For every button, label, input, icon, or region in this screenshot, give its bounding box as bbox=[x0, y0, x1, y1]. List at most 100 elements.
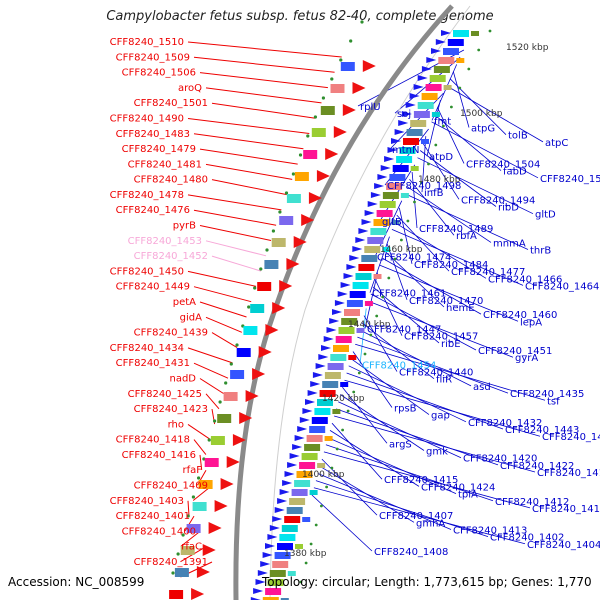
right-gene-label: gmhA bbox=[416, 518, 445, 529]
gene-block bbox=[340, 62, 355, 71]
leader-line bbox=[193, 209, 277, 226]
right-gene-label: ribE bbox=[441, 339, 461, 350]
gene-arrow bbox=[352, 246, 363, 252]
gene-block bbox=[284, 516, 301, 523]
tick-dot bbox=[313, 115, 317, 119]
leader-line bbox=[364, 272, 378, 329]
gene-arrow bbox=[421, 66, 432, 72]
tick-dot bbox=[191, 495, 195, 499]
gene-block bbox=[421, 93, 438, 100]
leader-line bbox=[199, 378, 224, 394]
gene-block bbox=[349, 291, 366, 298]
gene-arrow-red bbox=[245, 390, 259, 402]
accession-text: Accession: NC_008599 bbox=[8, 575, 145, 589]
gene-arrow-red bbox=[220, 478, 234, 490]
left-gene-label: CFF8240_1480 bbox=[134, 175, 208, 186]
right-gene-label: CFF8240_1498 bbox=[387, 181, 461, 192]
kbp-label: 1520 kbp bbox=[506, 43, 549, 53]
tick-dot bbox=[306, 134, 310, 138]
leader-line bbox=[409, 178, 455, 236]
leader-line bbox=[391, 229, 524, 286]
right-gene-label: CFF8240_1474 bbox=[377, 253, 451, 264]
right-gene-label: CFF8240_1420 bbox=[463, 454, 537, 465]
leader-line bbox=[331, 422, 383, 480]
tick-dot bbox=[381, 295, 385, 299]
gene-block bbox=[429, 75, 446, 82]
gene-block bbox=[433, 66, 450, 73]
leader-line bbox=[205, 87, 322, 104]
gene-block bbox=[281, 525, 298, 532]
gene-block bbox=[317, 399, 333, 406]
gene-arrow-red bbox=[316, 170, 330, 182]
gene-block bbox=[406, 129, 423, 136]
genome-title: Campylobacter fetus subsp. fetus 82-40, … bbox=[106, 9, 494, 24]
tick-dot bbox=[259, 267, 263, 271]
right-gene-label: CFF8240_1504 bbox=[466, 159, 540, 170]
tick-dot bbox=[247, 305, 251, 309]
right-gene-label: gltD bbox=[535, 210, 556, 221]
right-gene-label: CFF8240_1484 bbox=[414, 260, 488, 271]
gene-block bbox=[417, 102, 434, 109]
left-gene-label: CFF8240_1401 bbox=[116, 511, 190, 522]
gene-block bbox=[346, 300, 363, 307]
gene-block bbox=[361, 255, 378, 262]
gene-block bbox=[364, 301, 373, 306]
leader-line bbox=[193, 56, 335, 73]
gene-block bbox=[340, 382, 349, 387]
gene-arrow bbox=[367, 201, 378, 207]
gene-arrow bbox=[265, 543, 275, 549]
gene-arrow bbox=[292, 444, 303, 450]
left-gene-label: CFF8240_1490 bbox=[110, 114, 184, 125]
gene-block bbox=[332, 409, 341, 414]
leader-line bbox=[211, 255, 262, 272]
gene-arrow bbox=[426, 57, 437, 63]
gene-arrow bbox=[282, 480, 293, 486]
gene-arrow bbox=[413, 84, 424, 90]
gene-block bbox=[309, 490, 318, 495]
gene-arrow bbox=[384, 156, 395, 162]
gene-block bbox=[392, 165, 409, 172]
gene-block bbox=[322, 381, 339, 388]
gene-arrow bbox=[391, 138, 401, 144]
left-gene-label: CFF8240_1479 bbox=[122, 144, 196, 155]
leader-line bbox=[404, 193, 529, 250]
tick-dot bbox=[393, 257, 397, 261]
gene-arrow bbox=[302, 408, 313, 414]
leader-line bbox=[338, 401, 462, 459]
kbp-label: 1480 kbp bbox=[418, 175, 461, 185]
gene-block bbox=[355, 273, 372, 280]
tick-dot bbox=[218, 400, 222, 404]
leader-line bbox=[431, 121, 539, 179]
leader-line bbox=[417, 157, 534, 215]
tick-dot bbox=[207, 438, 211, 442]
gene-arrow-red bbox=[301, 214, 315, 226]
tick-dot bbox=[369, 333, 373, 337]
right-gene-label: infB bbox=[424, 188, 444, 199]
gene-block bbox=[386, 183, 403, 190]
leader-line bbox=[187, 270, 257, 287]
gene-arrow bbox=[299, 417, 310, 423]
leader-line bbox=[187, 118, 310, 134]
leader-line bbox=[193, 133, 304, 150]
gene-arrow bbox=[312, 372, 323, 378]
gene-block bbox=[287, 571, 296, 576]
gene-arrow bbox=[274, 507, 285, 513]
gene-block bbox=[320, 106, 335, 115]
gene-block bbox=[264, 260, 279, 269]
tick-dot bbox=[197, 476, 201, 480]
leader-line bbox=[359, 308, 367, 365]
right-gene-label: atpC bbox=[545, 138, 568, 149]
gene-block bbox=[356, 328, 365, 333]
tick-dot bbox=[360, 20, 364, 24]
right-gene-label: CFF8240_1419 bbox=[537, 468, 600, 479]
gene-block bbox=[267, 579, 284, 586]
gene-block bbox=[352, 282, 369, 289]
gene-block bbox=[302, 517, 311, 522]
gene-arrow-red bbox=[202, 544, 216, 556]
left-gene-label: rfaC bbox=[181, 542, 202, 553]
gene-arrow-red bbox=[279, 280, 293, 292]
gene-block bbox=[265, 588, 282, 595]
left-gene-label: aroQ bbox=[178, 83, 202, 94]
tick-dots bbox=[171, 20, 492, 584]
gene-block bbox=[279, 534, 296, 541]
